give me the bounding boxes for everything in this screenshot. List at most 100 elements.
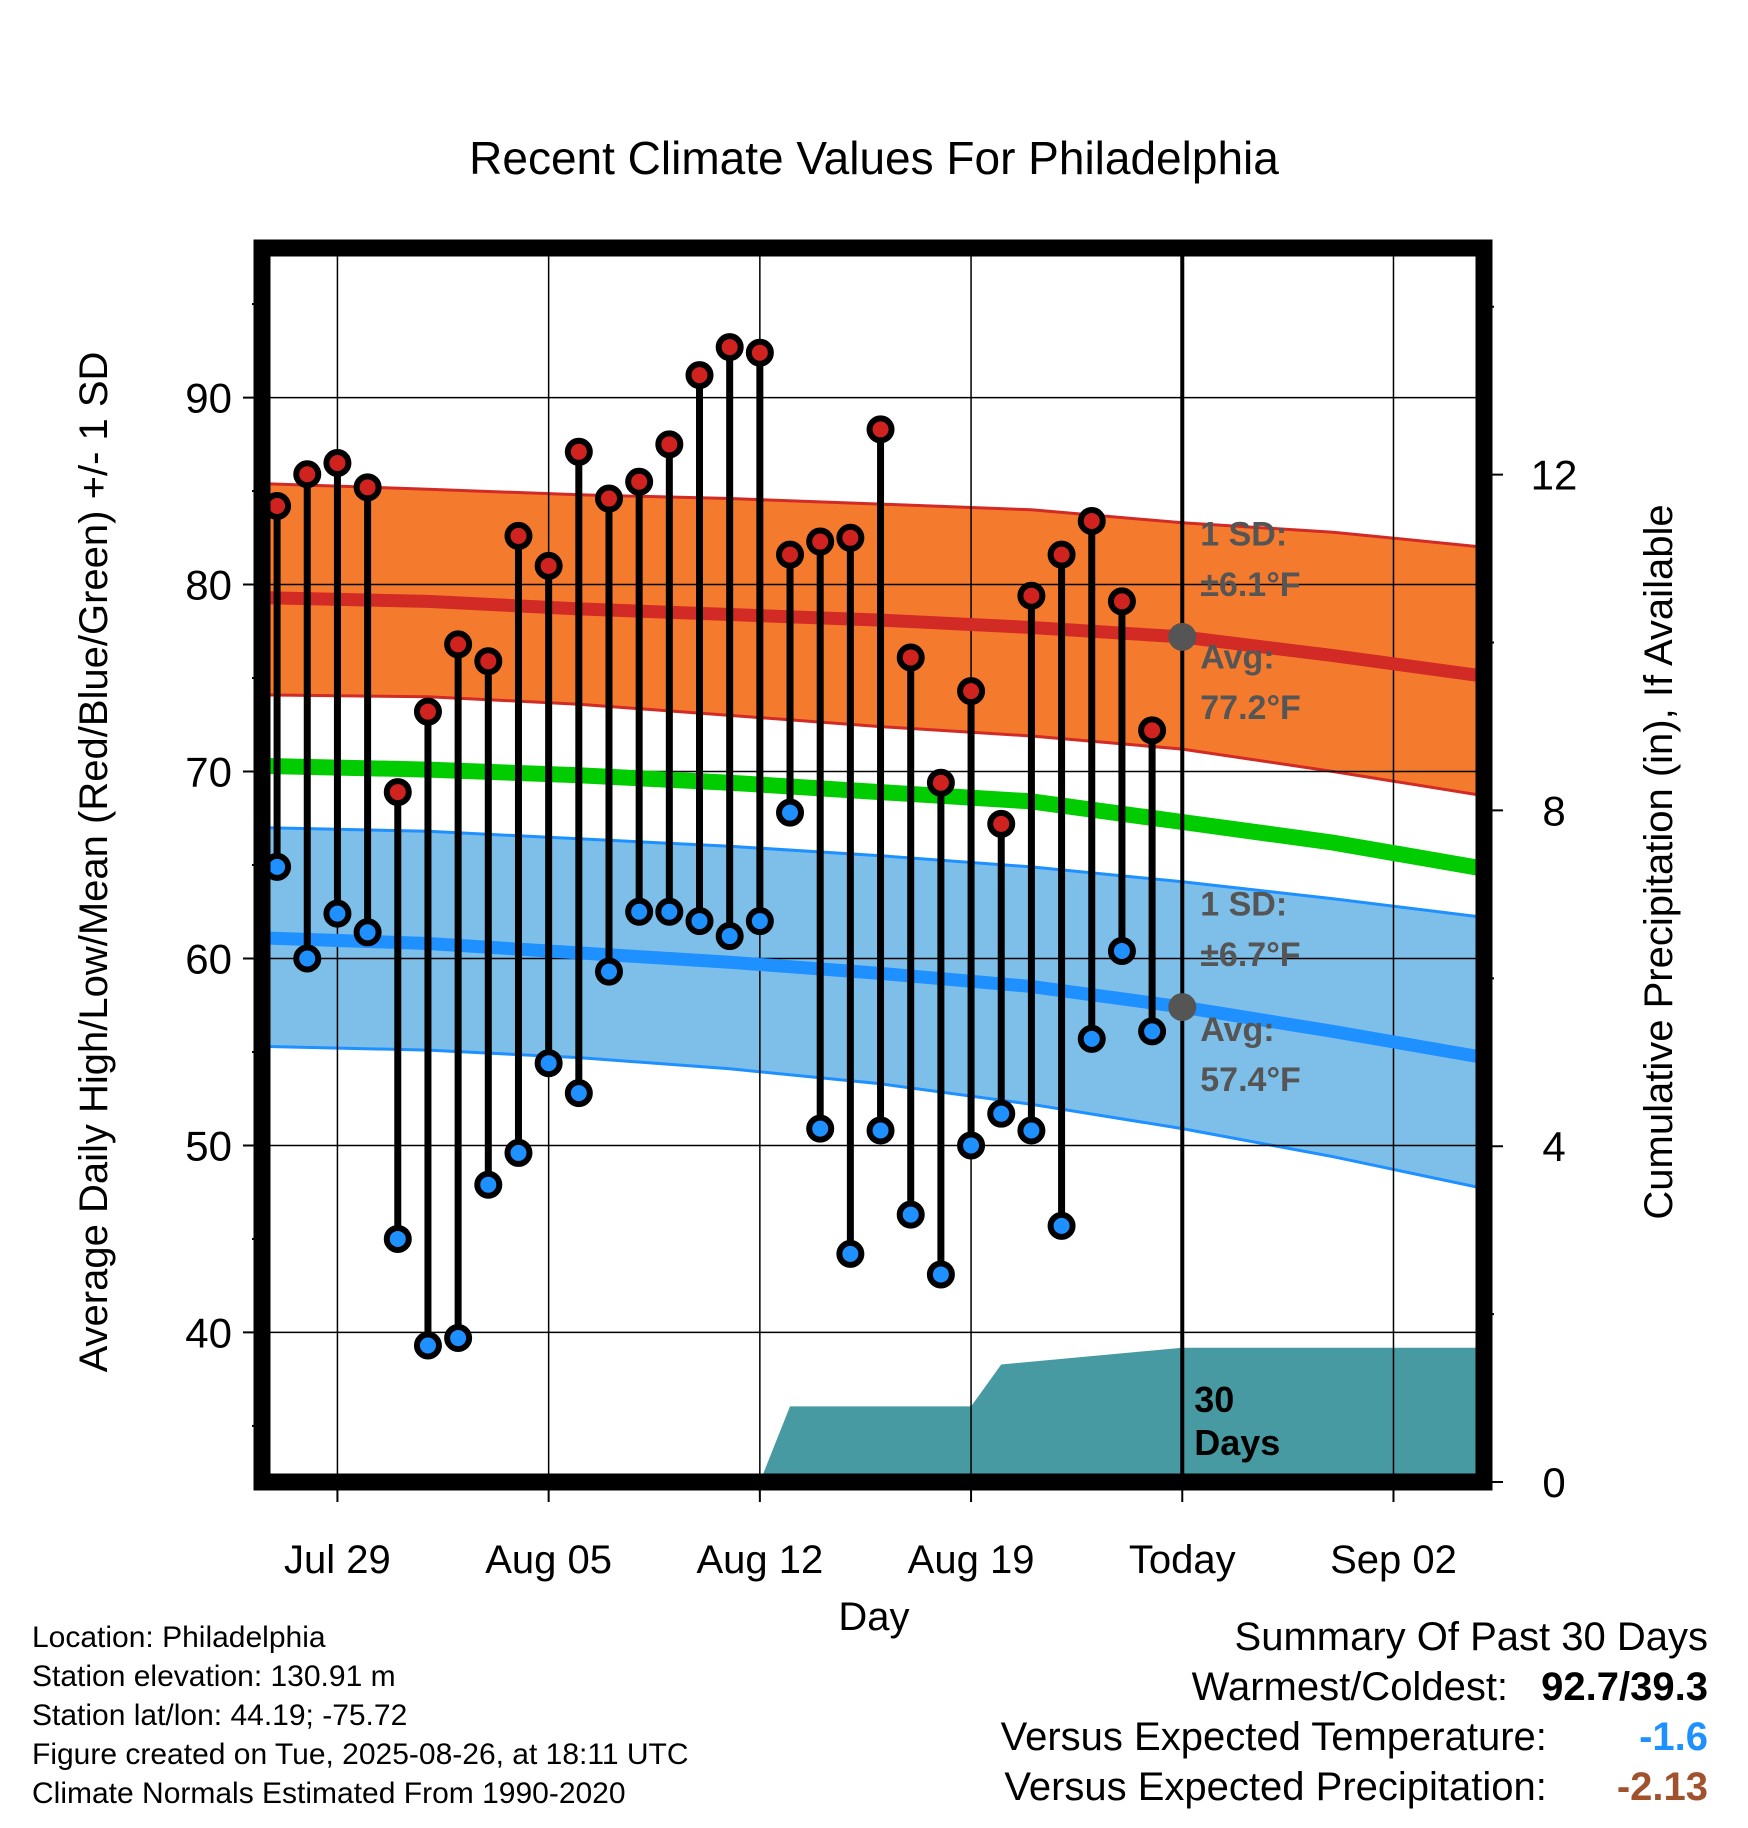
- y-tick-label-5: 90: [185, 375, 232, 422]
- high-temp-point-7: [474, 647, 503, 676]
- low-temp-point-5: [413, 1331, 442, 1360]
- low-temp-point-24: [987, 1099, 1016, 1128]
- x-tick-label-4: Today: [1129, 1538, 1236, 1582]
- high-temp-point-22: [926, 768, 955, 797]
- high-temp-point-2: [323, 449, 352, 478]
- low-temp-point-22: [926, 1260, 955, 1289]
- low-sd-value: ±6.7°F: [1200, 936, 1300, 974]
- y-right-tick-label-1: 4: [1542, 1123, 1565, 1170]
- precip-days-label-1: 30: [1194, 1379, 1234, 1420]
- high-temp-point-19: [836, 523, 865, 552]
- high-temp-point-29: [1138, 716, 1167, 745]
- y-tick-label-3: 70: [185, 749, 232, 796]
- high-temp-point-28: [1107, 587, 1136, 616]
- precip-label: Versus Expected Precipitation:: [1004, 1765, 1547, 1809]
- low-sd-label: 1 SD:: [1200, 885, 1287, 923]
- high-temp-point-25: [1017, 581, 1046, 610]
- warm-cold-value: 92.7/39.3: [1541, 1665, 1708, 1709]
- high-sd-label: 1 SD:: [1200, 515, 1287, 553]
- high-temp-point-26: [1047, 540, 1076, 569]
- low-temp-point-26: [1047, 1211, 1076, 1240]
- temp-label: Versus Expected Temperature:: [1000, 1715, 1547, 1759]
- high-temp-point-5: [413, 697, 442, 726]
- normals-text: Climate Normals Estimated From 1990-2020: [32, 1777, 626, 1810]
- x-tick-label-2: Aug 12: [696, 1538, 823, 1582]
- low-temp-point-21: [896, 1200, 925, 1229]
- high-temp-point-21: [896, 643, 925, 672]
- low-temp-point-1: [293, 944, 322, 973]
- high-temp-point-23: [957, 677, 986, 706]
- latlon-text: Station lat/lon: 44.19; -75.72: [32, 1699, 408, 1732]
- high-temp-point-13: [655, 430, 684, 459]
- high-avg-marker: [1168, 622, 1197, 651]
- low-temp-point-7: [474, 1170, 503, 1199]
- y-tick-label-2: 60: [185, 935, 232, 982]
- low-temp-point-10: [564, 1079, 593, 1108]
- low-temp-point-16: [745, 907, 774, 936]
- summary-precip: Versus Expected Precipitation: -2.13: [1001, 1762, 1708, 1812]
- high-temp-point-20: [866, 415, 895, 444]
- station-info: Location: Philadelphia Station elevation…: [32, 1618, 689, 1813]
- high-temp-point-16: [745, 338, 774, 367]
- precip-area: [759, 1347, 1484, 1482]
- precip-value: -2.13: [1616, 1765, 1708, 1809]
- high-temp-point-24: [987, 809, 1016, 838]
- low-temp-point-23: [957, 1131, 986, 1160]
- y-axis-label-left: Average Daily High/Low/Mean (Red/Blue/Gr…: [72, 352, 116, 1373]
- x-axis-label: Day: [838, 1595, 909, 1639]
- y-right-tick-label-3: 12: [1531, 452, 1578, 499]
- high-temp-point-4: [383, 778, 412, 807]
- summary-temp: Versus Expected Temperature: -1.6: [1001, 1712, 1708, 1762]
- high-avg-value: 77.2°F: [1200, 689, 1301, 727]
- low-temp-point-27: [1077, 1024, 1106, 1053]
- summary-warm-cold: Warmest/Coldest: 92.7/39.3: [1001, 1662, 1708, 1712]
- high-temp-point-17: [776, 540, 805, 569]
- y-right-tick-label-2: 8: [1542, 787, 1565, 834]
- low-avg-marker: [1168, 993, 1197, 1022]
- low-sd-band: [262, 827, 1484, 1189]
- high-temp-point-8: [504, 521, 533, 550]
- y-axis-label-right: Cumulative Precipitation (in), If Availa…: [1637, 504, 1681, 1219]
- low-temp-point-8: [504, 1138, 533, 1167]
- plot-layer: 1 SD: ±6.1°F Avg: 77.2°F 1 SD: ±6.7°F Avg: 57.4…: [185, 239, 1578, 1582]
- high-sd-value: ±6.1°F: [1200, 566, 1300, 604]
- low-temp-point-11: [594, 957, 623, 986]
- elevation-text: Station elevation: 130.91 m: [32, 1660, 396, 1693]
- high-sd-band: [262, 483, 1484, 796]
- y-tick-label-0: 40: [185, 1309, 232, 1356]
- high-temp-point-12: [625, 467, 654, 496]
- low-temp-point-9: [534, 1049, 563, 1078]
- low-temp-point-2: [323, 899, 352, 928]
- summary-title: Summary Of Past 30 Days: [1234, 1615, 1708, 1659]
- low-avg-label: Avg:: [1200, 1011, 1274, 1049]
- y-tick-label-1: 50: [185, 1122, 232, 1169]
- low-temp-point-12: [625, 897, 654, 926]
- low-temp-point-18: [806, 1114, 835, 1143]
- created-text: Figure created on Tue, 2025-08-26, at 18…: [32, 1738, 689, 1771]
- low-temp-point-15: [715, 922, 744, 951]
- location-text: Location: Philadelphia: [32, 1621, 326, 1654]
- low-avg-value: 57.4°F: [1200, 1061, 1301, 1099]
- high-temp-point-11: [594, 484, 623, 513]
- high-temp-point-6: [444, 630, 473, 659]
- summary-panel: Summary Of Past 30 Days Warmest/Coldest:…: [1001, 1612, 1708, 1812]
- low-temp-point-25: [1017, 1116, 1046, 1145]
- high-temp-point-27: [1077, 506, 1106, 535]
- x-tick-label-1: Aug 05: [485, 1538, 612, 1582]
- high-avg-label: Avg:: [1200, 639, 1274, 677]
- high-temp-point-9: [534, 551, 563, 580]
- chart-title: Recent Climate Values For Philadelphia: [469, 132, 1279, 184]
- high-temp-point-15: [715, 333, 744, 362]
- high-temp-point-10: [564, 437, 593, 466]
- high-temp-point-1: [293, 460, 322, 489]
- low-temp-point-20: [866, 1116, 895, 1145]
- low-temp-point-28: [1107, 937, 1136, 966]
- low-temp-point-4: [383, 1224, 412, 1253]
- high-temp-point-14: [685, 361, 714, 390]
- low-temp-point-3: [353, 918, 382, 947]
- y-tick-label-4: 80: [185, 562, 232, 609]
- y-right-tick-label-0: 0: [1542, 1459, 1565, 1506]
- x-tick-label-0: Jul 29: [284, 1538, 391, 1582]
- low-temp-point-19: [836, 1239, 865, 1268]
